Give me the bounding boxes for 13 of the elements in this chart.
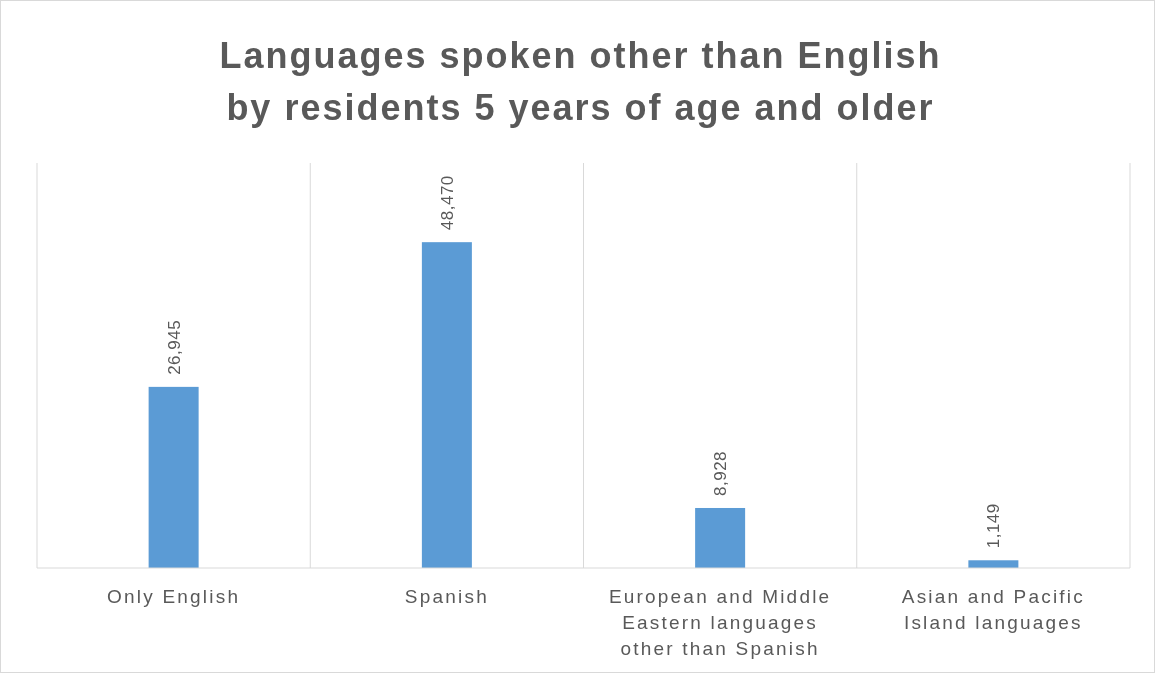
bar xyxy=(421,242,472,568)
bar xyxy=(968,560,1019,568)
bar xyxy=(695,507,746,568)
data-label: 26,945 xyxy=(164,319,184,375)
x-tick-label: Spanish xyxy=(404,586,489,607)
x-tick-label: Only English xyxy=(107,586,241,607)
data-label: 1,149 xyxy=(984,503,1004,549)
data-label: 48,470 xyxy=(437,175,457,231)
chart-title: Languages spoken other than English by residents 5 years of age and older xyxy=(219,35,942,128)
data-label: 8,928 xyxy=(711,450,731,496)
x-tick-label: European and Middle Eastern languages other than Spanish xyxy=(608,586,832,659)
bar xyxy=(148,386,199,568)
x-tick-label: Asian and Pacific Island languages xyxy=(901,586,1085,633)
